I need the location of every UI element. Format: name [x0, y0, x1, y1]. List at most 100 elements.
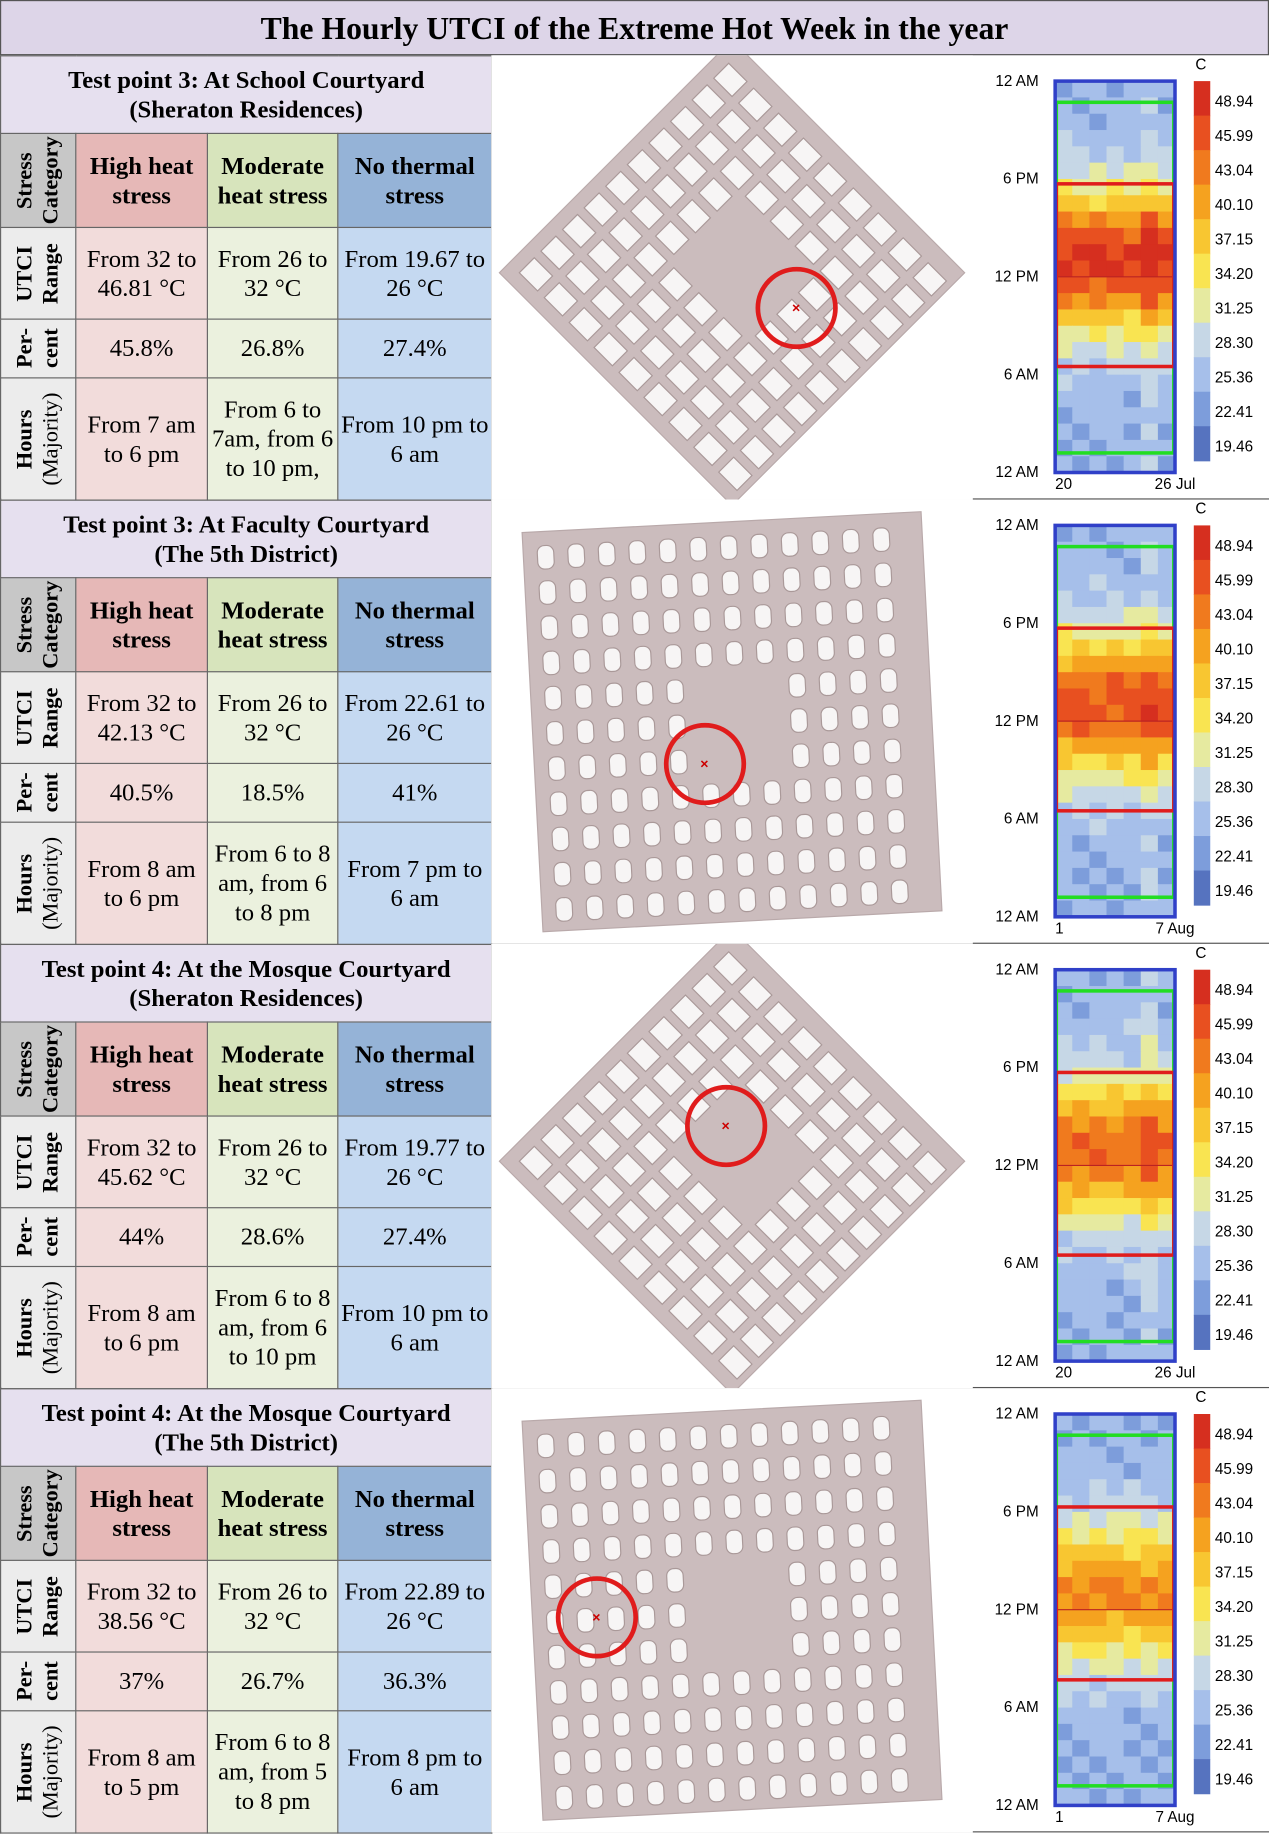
row-label-line: Category [38, 581, 64, 669]
building [844, 564, 862, 588]
building [824, 777, 842, 801]
building [647, 1781, 665, 1805]
heatmap-cell [1107, 1068, 1125, 1085]
legend-swatch [1194, 1587, 1210, 1622]
building [813, 1455, 831, 1479]
y-label: 12 AM [995, 73, 1038, 90]
legend-swatch [1194, 1656, 1210, 1691]
heatmap-cell [1107, 542, 1125, 559]
heatmap-cell [1141, 1577, 1159, 1594]
heatmap-cell [1072, 1280, 1090, 1297]
heatmap-cell [1124, 456, 1142, 473]
heatmap-cell [1089, 574, 1107, 591]
building [874, 1451, 892, 1475]
legend-label: 37.15 [1215, 1120, 1253, 1137]
heatmap-cell [1072, 1414, 1090, 1431]
column-header: Moderate heat stress [207, 578, 337, 672]
column-header: Moderate heat stress [207, 1022, 337, 1116]
heatmap-cell [1072, 558, 1090, 575]
legend-swatch [1194, 116, 1210, 151]
heatmap-cell [1072, 309, 1090, 326]
heatmap-cell [1089, 1577, 1107, 1594]
legend-label: 34.20 [1215, 1599, 1253, 1616]
heatmap-cell [1072, 179, 1090, 196]
heatmap-cell [1141, 1561, 1159, 1578]
heatmap: 12 AM6 PM12 PM6 AM12 AM2026 JulC48.9445.… [973, 55, 1269, 499]
heatmap-cell [1072, 672, 1090, 689]
cell: 28.6% [207, 1208, 337, 1267]
row-label-line: (Majority) [38, 1725, 64, 1818]
heatmap-cell [1124, 195, 1142, 212]
legend-swatch [1194, 1483, 1210, 1518]
heatmap-cell [1107, 244, 1125, 261]
building [817, 1525, 835, 1549]
building [706, 854, 724, 878]
heatmap-cell [1124, 326, 1142, 343]
row-label-line: cent [38, 328, 64, 368]
heatmap-cell [1072, 770, 1090, 787]
legend-label: 45.99 [1215, 1017, 1253, 1034]
heatmap-cell [1141, 770, 1159, 787]
heatmap-cell [1089, 1296, 1107, 1313]
heatmap-cell [1072, 1231, 1090, 1248]
building [851, 705, 869, 729]
heatmap-cell [1072, 1296, 1090, 1313]
legend-label: 34.20 [1215, 1155, 1253, 1172]
site-map: × [491, 1388, 973, 1832]
building [725, 641, 743, 665]
heatmap-cell [1107, 1756, 1125, 1773]
heatmap-cell [1124, 375, 1142, 392]
heatmap-cell [1124, 146, 1142, 163]
heatmap-cell [1072, 1447, 1090, 1464]
heatmap-cell [1124, 786, 1142, 803]
legend-label: 43.04 [1215, 1051, 1254, 1068]
heatmap-cell [1107, 640, 1125, 657]
building [783, 1456, 801, 1480]
heatmap-cell [1055, 81, 1073, 98]
building [670, 1639, 688, 1663]
row-label-line: Per- [12, 1217, 38, 1257]
row-label-line: Range [38, 687, 64, 748]
heatmap-cell [1141, 1479, 1159, 1496]
building [582, 1714, 600, 1738]
subheading-text: (The 5th District) [4, 539, 489, 568]
building [830, 1771, 848, 1795]
heatmap-cell [1124, 1610, 1142, 1627]
building [668, 1603, 686, 1627]
building [708, 889, 726, 913]
building [767, 851, 785, 875]
heatmap-cell [1107, 293, 1125, 310]
column-header: High heat stress [76, 1022, 208, 1116]
building [826, 812, 844, 836]
table-row: Per-cent37%26.7%36.3% [1, 1652, 492, 1711]
heatmap-cell [1107, 852, 1125, 869]
heatmap-cell [1072, 1561, 1090, 1578]
y-label: 12 AM [995, 909, 1038, 926]
building [613, 824, 631, 848]
heatmap-cell [1141, 640, 1159, 657]
row-label-line: Category [38, 1469, 64, 1557]
heatmap-cell [1141, 179, 1159, 196]
building [799, 884, 817, 908]
building [819, 672, 837, 696]
legend-label: 28.30 [1215, 779, 1253, 796]
building [828, 1736, 846, 1760]
heatmap-cell [1141, 1149, 1159, 1166]
heatmap-cell [1089, 1002, 1107, 1019]
heatmap-cell [1124, 1280, 1142, 1297]
heatmap-cell [1107, 179, 1125, 196]
heatmap-cell [1124, 737, 1142, 754]
heading-row: Test point 3: At Faculty Courtyard(The 5… [1, 500, 492, 578]
heatmap-cell [1124, 1133, 1142, 1150]
heatmap-cell [1141, 1756, 1159, 1773]
heatmap-cell [1107, 1214, 1125, 1231]
table-row: Hours(Majority)From 8 am to 5 pmFrom 6 t… [1, 1711, 492, 1833]
building [666, 680, 684, 704]
heading-row: Test point 4: At the Mosque Courtyard(Sh… [1, 944, 492, 1022]
row-label-text: Per-cent [12, 328, 64, 368]
y-label: 12 AM [995, 1353, 1038, 1370]
building [605, 683, 623, 707]
heatmap-cell [1124, 1593, 1142, 1610]
heatmap-cell [1107, 1642, 1125, 1659]
legend-swatch [1194, 1315, 1210, 1350]
